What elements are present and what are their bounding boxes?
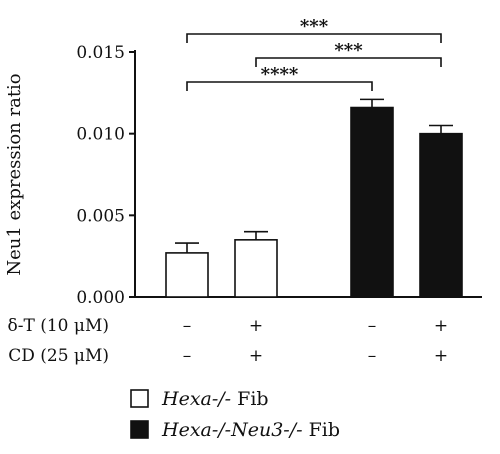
treatment-mark: + <box>434 346 448 366</box>
significance-bracket <box>255 57 442 67</box>
treatment-mark: – <box>368 346 377 366</box>
treatment-mark: – <box>183 316 192 336</box>
y-tick-label: 0.000 <box>76 288 125 308</box>
y-tick-label: 0.010 <box>76 125 125 145</box>
y-tick-label: 0.015 <box>76 43 125 63</box>
treatment-mark: + <box>249 316 263 336</box>
legend-swatch <box>130 389 149 408</box>
legend-label: Hexa-/-Neu3-/- Fib <box>161 419 340 441</box>
bar <box>419 132 463 298</box>
significance-label: **** <box>261 64 299 85</box>
significance-label: *** <box>300 16 329 37</box>
legend-swatch <box>130 420 149 439</box>
bar <box>234 239 278 298</box>
significance-label: *** <box>334 40 363 61</box>
legend-label: Hexa-/- Fib <box>161 388 269 410</box>
significance-bracket <box>186 81 373 91</box>
y-tick-label: 0.005 <box>76 206 125 226</box>
treatment-mark: – <box>183 346 192 366</box>
treatment-mark: + <box>434 316 448 336</box>
treatment-mark: + <box>249 346 263 366</box>
treatment-mark: – <box>368 316 377 336</box>
treatment-row-label: CD (25 μM) <box>8 346 109 366</box>
treatment-row-label: δ-T (10 μM) <box>8 316 109 336</box>
y-axis-label: Neu1 expression ratio <box>4 73 25 275</box>
bar <box>350 106 394 298</box>
significance-bracket <box>186 33 442 43</box>
bar <box>165 252 209 298</box>
